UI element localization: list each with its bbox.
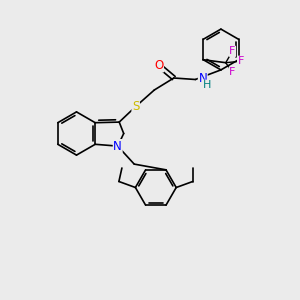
Text: S: S [132, 100, 140, 113]
Text: N: N [198, 72, 207, 86]
Text: N: N [113, 140, 122, 153]
Text: O: O [154, 59, 164, 72]
Text: F: F [238, 56, 244, 66]
Text: F: F [229, 46, 236, 56]
Text: F: F [229, 67, 236, 77]
Text: H: H [202, 80, 211, 90]
